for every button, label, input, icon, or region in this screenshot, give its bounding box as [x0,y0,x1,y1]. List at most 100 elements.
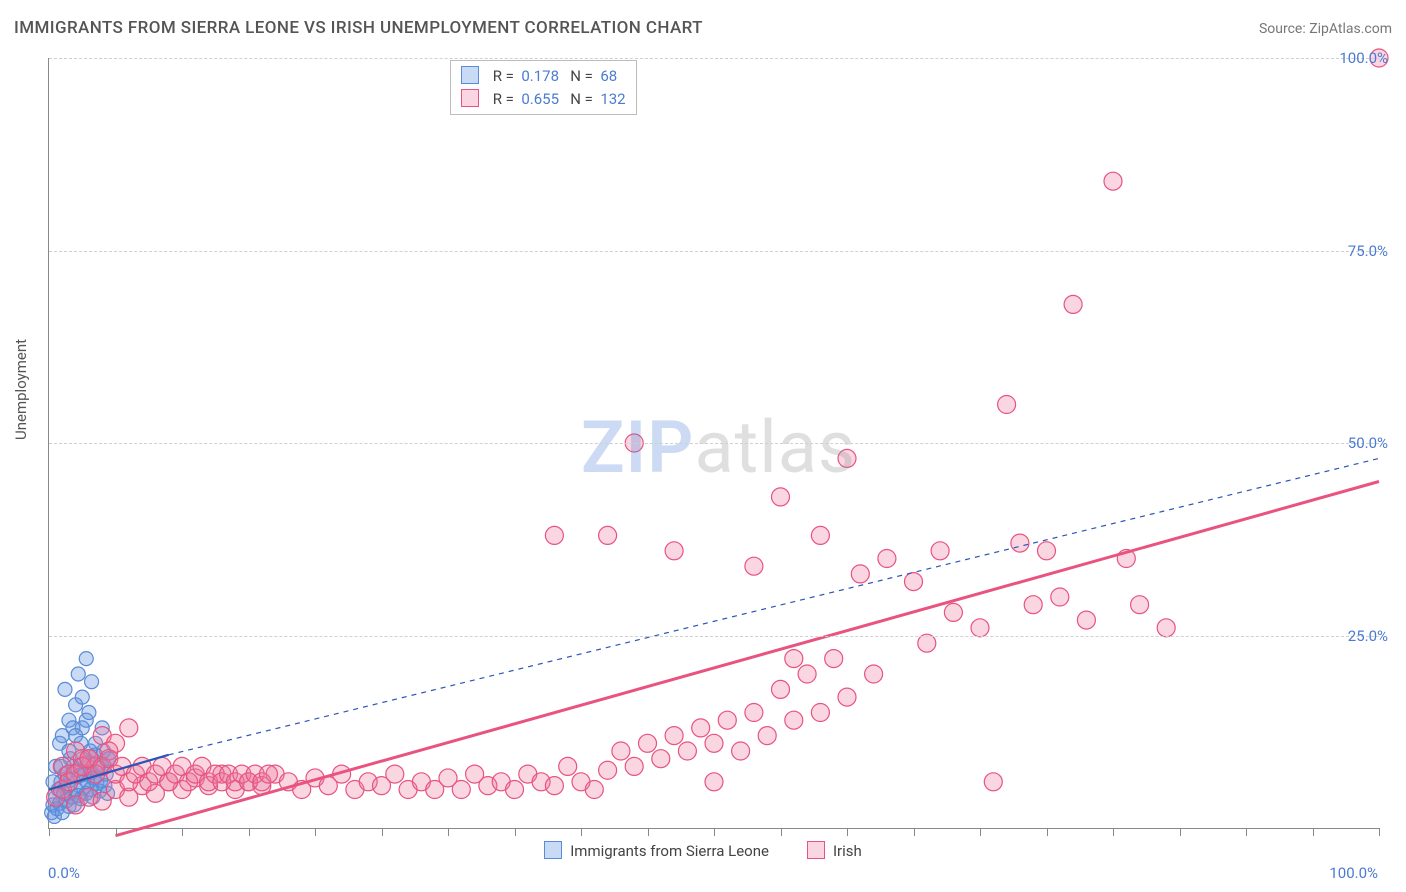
trend-line-irish [116,482,1380,836]
scatter-point-sierra_leone [79,652,93,666]
scatter-point-irish [718,711,736,729]
scatter-point-irish [506,781,524,799]
scatter-point-sierra_leone [85,675,99,689]
scatter-point-irish [811,704,829,722]
title-bar: IMMIGRANTS FROM SIERRA LEONE VS IRISH UN… [14,18,1392,38]
y-axis-label: Unemployment [12,339,30,440]
scatter-point-irish [1011,534,1029,552]
scatter-point-irish [732,742,750,760]
scatter-point-irish [998,396,1016,414]
y-tick-label: 25.0% [1348,627,1388,645]
y-tick-label: 50.0% [1348,434,1388,452]
scatter-point-irish [1077,611,1095,629]
stat-row-sierra_leone: R = 0.178 N = 68 [461,65,626,88]
scatter-point-irish [665,727,683,745]
scatter-point-irish [745,704,763,722]
scatter-point-irish [386,765,404,783]
scatter-point-irish [545,777,563,795]
scatter-point-irish [745,557,763,575]
y-tick-label: 75.0% [1348,242,1388,260]
x-tick [448,828,449,836]
scatter-point-irish [1024,596,1042,614]
x-tick [781,828,782,836]
scatter-point-irish [838,449,856,467]
scatter-point-irish [758,727,776,745]
scatter-point-sierra_leone [71,667,85,681]
stat-swatch-sierra_leone [461,66,479,84]
scatter-point-irish [692,719,710,737]
scatter-point-irish [625,757,643,775]
scatter-point-irish [851,565,869,583]
x-tick [116,828,117,836]
scatter-point-irish [1038,542,1056,560]
x-tick-label: 100.0% [1329,864,1378,882]
x-tick [1313,828,1314,836]
legend-item-irish: Irish [807,841,862,860]
scatter-point-irish [878,550,896,568]
gridline-h [49,443,1379,444]
scatter-point-irish [798,665,816,683]
scatter-point-irish [785,650,803,668]
y-tick-label: 100.0% [1339,49,1388,67]
scatter-point-irish [811,526,829,544]
scatter-point-irish [772,680,790,698]
scatter-point-irish [971,619,989,637]
scatter-point-irish [612,742,630,760]
scatter-point-irish [599,761,617,779]
gridline-h [49,636,1379,637]
x-tick [1246,828,1247,836]
scatter-point-irish [1157,619,1175,637]
gridline-h [49,58,1379,59]
legend-bottom: Immigrants from Sierra Leone Irish [0,841,1406,860]
scatter-point-irish [984,773,1002,791]
scatter-point-irish [772,488,790,506]
x-tick [515,828,516,836]
x-tick [1047,828,1048,836]
legend-swatch-sierra_leone [544,841,562,859]
scatter-point-sierra_leone [75,690,89,704]
legend-swatch-irish [807,841,825,859]
scatter-point-irish [838,688,856,706]
scatter-point-sierra_leone [79,713,93,727]
x-tick [249,828,250,836]
scatter-point-irish [1051,588,1069,606]
scatter-point-irish [918,634,936,652]
stat-legend: R = 0.178 N = 68 R = 0.655 N = 132 [450,60,637,115]
scatter-point-irish [452,781,470,799]
scatter-point-irish [665,542,683,560]
x-tick [1379,828,1380,836]
scatter-point-irish [705,773,723,791]
scatter-point-irish [1131,596,1149,614]
x-tick [714,828,715,836]
scatter-point-irish [120,719,138,737]
x-tick [648,828,649,836]
legend-item-sierra_leone: Immigrants from Sierra Leone [544,841,769,860]
x-tick [49,828,50,836]
x-tick [382,828,383,836]
source-label: Source: ZipAtlas.com [1259,21,1392,37]
x-tick-label: 0.0% [48,864,80,882]
scatter-point-irish [559,757,577,775]
scatter-point-irish [1064,295,1082,313]
scatter-point-irish [865,665,883,683]
scatter-point-irish [585,781,603,799]
gridline-h [49,251,1379,252]
scatter-point-sierra_leone [58,682,72,696]
scatter-point-irish [599,526,617,544]
x-tick [980,828,981,836]
scatter-point-irish [785,711,803,729]
scatter-point-irish [705,734,723,752]
x-tick [315,828,316,836]
chart-title: IMMIGRANTS FROM SIERRA LEONE VS IRISH UN… [14,18,703,38]
scatter-point-irish [259,765,277,783]
scatter-point-irish [944,603,962,621]
scatter-point-irish [1104,172,1122,190]
stat-swatch-irish [461,89,479,107]
x-tick [1180,828,1181,836]
x-tick [1113,828,1114,836]
plot-area: ZIPatlas [48,58,1379,829]
x-tick [182,828,183,836]
scatter-point-irish [931,542,949,560]
scatter-point-irish [905,573,923,591]
x-tick [914,828,915,836]
